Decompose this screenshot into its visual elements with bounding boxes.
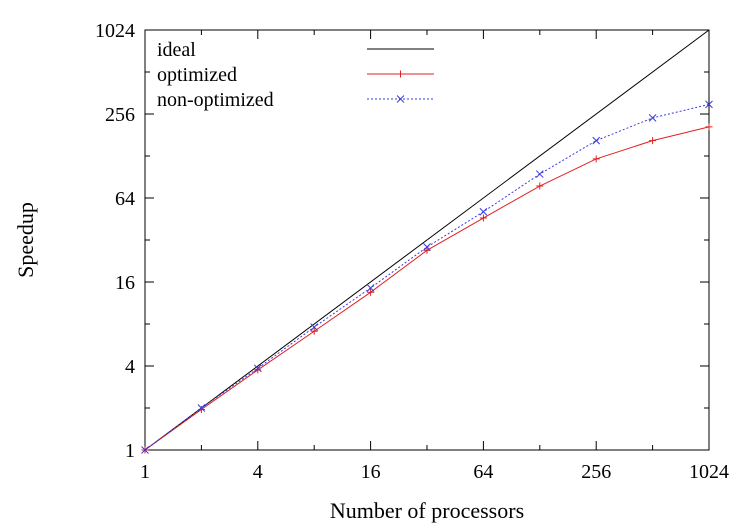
- marker-non-optimized-b: [592, 136, 601, 145]
- marker-non-optimized-b: [648, 114, 657, 122]
- data-point-non-optimized: [592, 136, 601, 145]
- data-point-optimized: [310, 327, 318, 335]
- legend-label-non-optimized: non-optimized: [157, 89, 274, 111]
- data-point-non-optimized: [366, 284, 375, 292]
- data-point-optimized: [705, 123, 713, 131]
- legend-item-optimized: optimized: [157, 64, 434, 86]
- y-tick-label: 64: [115, 188, 135, 210]
- series-line-ideal: [144, 29, 710, 451]
- series-line-non-optimized: [144, 103, 710, 451]
- data-point-non-optimized: [253, 364, 262, 373]
- legend-item-ideal: ideal: [157, 39, 434, 61]
- data-point-non-optimized: [535, 170, 544, 178]
- data-point-non-optimized: [197, 404, 206, 412]
- legend-marker-non-optimized-b: [396, 95, 405, 103]
- marker-non-optimized-b: [479, 207, 488, 216]
- data-point-non-optimized: [310, 323, 319, 331]
- legend-label-optimized: optimized: [157, 64, 237, 86]
- series-ideal: [144, 29, 710, 451]
- x-tick-label: 64: [473, 461, 493, 483]
- legend-item-non-optimized: non-optimized: [157, 89, 434, 111]
- x-tick-label: 4: [253, 461, 263, 483]
- marker-non-optimized-b: [141, 446, 149, 454]
- legend-label-ideal: ideal: [157, 39, 196, 61]
- data-point-optimized: [423, 246, 431, 254]
- data-point-optimized: [536, 182, 544, 190]
- y-tick-label: 256: [105, 104, 135, 126]
- data-point-optimized: [649, 137, 657, 145]
- data-point-optimized: [479, 214, 487, 222]
- data-point-optimized: [367, 288, 375, 296]
- data-point-non-optimized: [423, 243, 431, 251]
- marker-non-optimized-b: [310, 323, 319, 331]
- x-tick-label: 1024: [689, 461, 729, 483]
- marker-non-optimized-b: [705, 100, 713, 109]
- marker-non-optimized-b: [535, 170, 544, 178]
- y-tick-label: 16: [115, 272, 135, 294]
- x-axis-title: Number of processors: [330, 498, 524, 523]
- marker-non-optimized-b: [253, 364, 262, 373]
- marker-non-optimized-b: [197, 404, 206, 412]
- marker-non-optimized-b: [423, 243, 431, 251]
- data-point-non-optimized: [705, 100, 713, 109]
- y-axis-title: Speedup: [13, 202, 38, 278]
- series-line-optimized: [144, 126, 710, 451]
- y-tick-label: 4: [125, 356, 135, 378]
- data-point-non-optimized: [141, 446, 149, 454]
- data-point-optimized: [592, 155, 600, 163]
- x-tick-label: 1: [140, 461, 150, 483]
- data-point-non-optimized: [648, 114, 657, 122]
- x-tick-label: 16: [361, 461, 381, 483]
- marker-non-optimized-b: [366, 284, 375, 292]
- y-tick-label: 1024: [95, 20, 135, 42]
- series-optimized: [141, 123, 713, 454]
- data-point-optimized: [197, 406, 205, 414]
- x-tick-label: 256: [581, 461, 611, 483]
- y-tick-label: 1: [125, 440, 135, 462]
- series-non-optimized: [141, 100, 713, 454]
- data-point-non-optimized: [479, 207, 488, 216]
